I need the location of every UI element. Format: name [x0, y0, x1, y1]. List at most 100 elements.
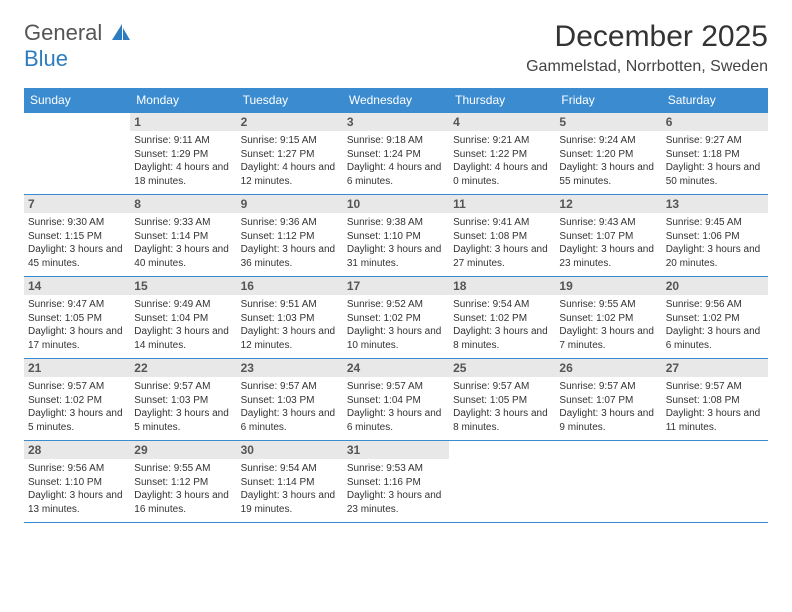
- sunrise-text: Sunrise: 9:56 AM: [666, 298, 764, 312]
- day-details: Sunrise: 9:11 AMSunset: 1:29 PMDaylight:…: [134, 134, 232, 188]
- calendar-cell: 4 Sunrise: 9:21 AMSunset: 1:22 PMDaylight…: [449, 113, 555, 195]
- day-number: 7: [24, 195, 130, 213]
- day-number: 20: [662, 277, 768, 295]
- sunset-text: Sunset: 1:04 PM: [134, 312, 232, 326]
- sunrise-text: Sunrise: 9:21 AM: [453, 134, 551, 148]
- day-number: 8: [130, 195, 236, 213]
- sunrise-text: Sunrise: 9:57 AM: [241, 380, 339, 394]
- day-number: 9: [237, 195, 343, 213]
- day-details: Sunrise: 9:52 AMSunset: 1:02 PMDaylight:…: [347, 298, 445, 352]
- sunrise-text: Sunrise: 9:49 AM: [134, 298, 232, 312]
- sunrise-text: Sunrise: 9:52 AM: [347, 298, 445, 312]
- calendar-cell: 19 Sunrise: 9:55 AMSunset: 1:02 PMDayligh…: [555, 277, 661, 359]
- day-number: 26: [555, 359, 661, 377]
- calendar-cell: 30 Sunrise: 9:54 AMSunset: 1:14 PMDayligh…: [237, 441, 343, 523]
- sunset-text: Sunset: 1:03 PM: [241, 312, 339, 326]
- sunrise-text: Sunrise: 9:57 AM: [28, 380, 126, 394]
- logo: General Blue: [24, 20, 130, 72]
- daylight-text: Daylight: 3 hours and 23 minutes.: [347, 489, 445, 516]
- calendar-cell: [555, 441, 661, 523]
- day-details: Sunrise: 9:36 AMSunset: 1:12 PMDaylight:…: [241, 216, 339, 270]
- daylight-text: Daylight: 3 hours and 9 minutes.: [559, 407, 657, 434]
- sunrise-text: Sunrise: 9:38 AM: [347, 216, 445, 230]
- day-details: Sunrise: 9:21 AMSunset: 1:22 PMDaylight:…: [453, 134, 551, 188]
- daylight-text: Daylight: 3 hours and 36 minutes.: [241, 243, 339, 270]
- sunrise-text: Sunrise: 9:15 AM: [241, 134, 339, 148]
- day-number: 6: [662, 113, 768, 131]
- day-number: 14: [24, 277, 130, 295]
- calendar-cell: 8Sunrise: 9:33 AMSunset: 1:14 PMDaylight…: [130, 195, 236, 277]
- day-details: Sunrise: 9:18 AMSunset: 1:24 PMDaylight:…: [347, 134, 445, 188]
- calendar-cell: 2 Sunrise: 9:15 AMSunset: 1:27 PMDaylight…: [237, 113, 343, 195]
- day-number: 2: [237, 113, 343, 131]
- page-title: December 2025: [526, 20, 768, 54]
- sunset-text: Sunset: 1:05 PM: [453, 394, 551, 408]
- sunset-text: Sunset: 1:12 PM: [241, 230, 339, 244]
- day-details: Sunrise: 9:45 AMSunset: 1:06 PMDaylight:…: [666, 216, 764, 270]
- calendar-cell: 7Sunrise: 9:30 AMSunset: 1:15 PMDaylight…: [24, 195, 130, 277]
- day-details: Sunrise: 9:15 AMSunset: 1:27 PMDaylight:…: [241, 134, 339, 188]
- daylight-text: Daylight: 3 hours and 31 minutes.: [347, 243, 445, 270]
- day-number: 22: [130, 359, 236, 377]
- day-details: Sunrise: 9:57 AMSunset: 1:03 PMDaylight:…: [134, 380, 232, 434]
- day-details: Sunrise: 9:54 AMSunset: 1:14 PMDaylight:…: [241, 462, 339, 516]
- calendar-cell: [449, 441, 555, 523]
- day-number: 30: [237, 441, 343, 459]
- sunrise-text: Sunrise: 9:43 AM: [559, 216, 657, 230]
- day-number: 5: [555, 113, 661, 131]
- sunrise-text: Sunrise: 9:11 AM: [134, 134, 232, 148]
- calendar-cell: [662, 441, 768, 523]
- daylight-text: Daylight: 3 hours and 7 minutes.: [559, 325, 657, 352]
- day-details: Sunrise: 9:57 AMSunset: 1:05 PMDaylight:…: [453, 380, 551, 434]
- day-header-row: Sunday Monday Tuesday Wednesday Thursday…: [24, 88, 768, 113]
- day-details: Sunrise: 9:38 AMSunset: 1:10 PMDaylight:…: [347, 216, 445, 270]
- day-header: Monday: [130, 88, 236, 113]
- day-number: 4: [449, 113, 555, 131]
- daylight-text: Daylight: 3 hours and 20 minutes.: [666, 243, 764, 270]
- day-details: Sunrise: 9:27 AMSunset: 1:18 PMDaylight:…: [666, 134, 764, 188]
- daylight-text: Daylight: 4 hours and 18 minutes.: [134, 161, 232, 188]
- sunrise-text: Sunrise: 9:57 AM: [666, 380, 764, 394]
- sunrise-text: Sunrise: 9:57 AM: [559, 380, 657, 394]
- day-number: 19: [555, 277, 661, 295]
- calendar-cell: 5Sunrise: 9:24 AMSunset: 1:20 PMDaylight…: [555, 113, 661, 195]
- sunset-text: Sunset: 1:22 PM: [453, 148, 551, 162]
- sunrise-text: Sunrise: 9:18 AM: [347, 134, 445, 148]
- sunrise-text: Sunrise: 9:57 AM: [453, 380, 551, 394]
- sunset-text: Sunset: 1:14 PM: [134, 230, 232, 244]
- sunrise-text: Sunrise: 9:47 AM: [28, 298, 126, 312]
- sunset-text: Sunset: 1:12 PM: [134, 476, 232, 490]
- day-details: Sunrise: 9:57 AMSunset: 1:08 PMDaylight:…: [666, 380, 764, 434]
- sunset-text: Sunset: 1:05 PM: [28, 312, 126, 326]
- calendar-cell: 17Sunrise: 9:52 AMSunset: 1:02 PMDayligh…: [343, 277, 449, 359]
- sunset-text: Sunset: 1:24 PM: [347, 148, 445, 162]
- sunset-text: Sunset: 1:02 PM: [453, 312, 551, 326]
- sunset-text: Sunset: 1:03 PM: [241, 394, 339, 408]
- day-details: Sunrise: 9:43 AMSunset: 1:07 PMDaylight:…: [559, 216, 657, 270]
- day-details: Sunrise: 9:55 AMSunset: 1:02 PMDaylight:…: [559, 298, 657, 352]
- day-details: Sunrise: 9:56 AMSunset: 1:02 PMDaylight:…: [666, 298, 764, 352]
- sunrise-text: Sunrise: 9:53 AM: [347, 462, 445, 476]
- sunrise-text: Sunrise: 9:57 AM: [347, 380, 445, 394]
- day-number: 13: [662, 195, 768, 213]
- sunrise-text: Sunrise: 9:36 AM: [241, 216, 339, 230]
- day-number: 18: [449, 277, 555, 295]
- day-number: 24: [343, 359, 449, 377]
- day-number: 11: [449, 195, 555, 213]
- sunset-text: Sunset: 1:07 PM: [559, 394, 657, 408]
- daylight-text: Daylight: 3 hours and 14 minutes.: [134, 325, 232, 352]
- calendar-cell: 6 Sunrise: 9:27 AMSunset: 1:18 PMDaylight…: [662, 113, 768, 195]
- sunrise-text: Sunrise: 9:54 AM: [453, 298, 551, 312]
- sunrise-text: Sunrise: 9:55 AM: [134, 462, 232, 476]
- daylight-text: Daylight: 3 hours and 13 minutes.: [28, 489, 126, 516]
- sunset-text: Sunset: 1:04 PM: [347, 394, 445, 408]
- day-details: Sunrise: 9:51 AMSunset: 1:03 PMDaylight:…: [241, 298, 339, 352]
- sunrise-text: Sunrise: 9:45 AM: [666, 216, 764, 230]
- day-header: Thursday: [449, 88, 555, 113]
- calendar-cell: 15Sunrise: 9:49 AMSunset: 1:04 PMDayligh…: [130, 277, 236, 359]
- sunset-text: Sunset: 1:06 PM: [666, 230, 764, 244]
- daylight-text: Daylight: 4 hours and 6 minutes.: [347, 161, 445, 188]
- daylight-text: Daylight: 3 hours and 5 minutes.: [134, 407, 232, 434]
- daylight-text: Daylight: 3 hours and 45 minutes.: [28, 243, 126, 270]
- day-number: 31: [343, 441, 449, 459]
